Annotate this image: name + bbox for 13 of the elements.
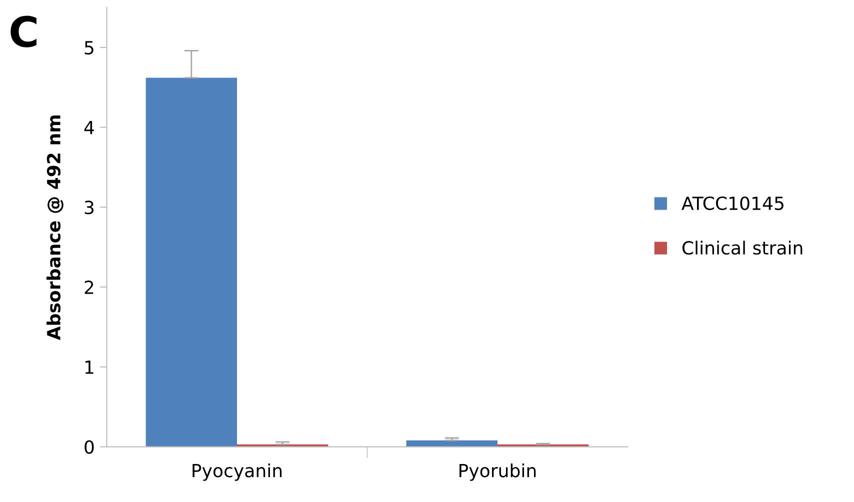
y-tick-label: 3 xyxy=(84,200,94,214)
text: C xyxy=(10,16,36,48)
x-tick-label: Pyocyanin xyxy=(192,463,282,481)
y-axis-title: Absorbance @ 492 nm xyxy=(46,116,64,340)
legend-label: ATCC10145 xyxy=(682,196,784,210)
y-tick-label: 4 xyxy=(84,121,94,134)
y-tick-label: 2 xyxy=(84,280,94,294)
bar xyxy=(146,78,237,447)
y-tick-label: 0 xyxy=(84,440,94,454)
y-tick-label: 1 xyxy=(85,360,94,374)
legend-label: Clinical strain xyxy=(682,240,802,255)
x-tick-label: Pyorubin xyxy=(460,463,536,481)
y-tick-label: 5 xyxy=(84,41,94,55)
